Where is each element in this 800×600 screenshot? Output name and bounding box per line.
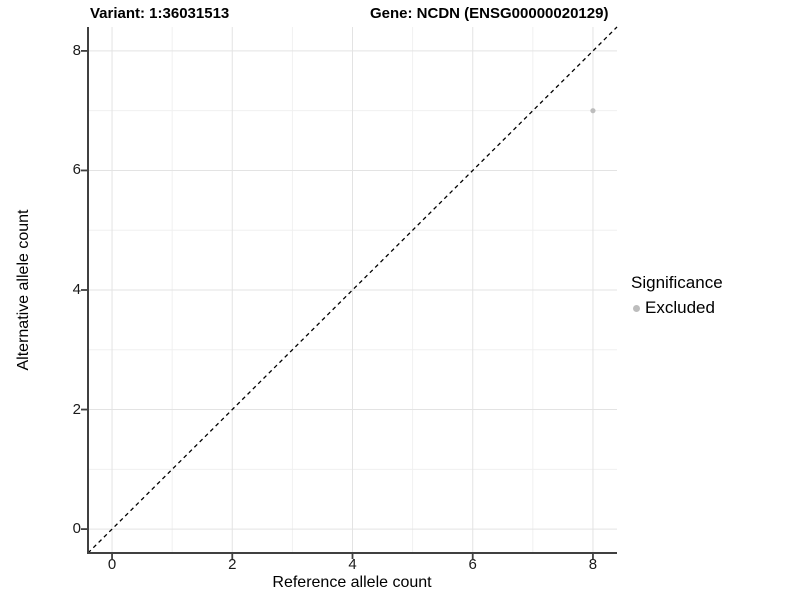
legend-item: Excluded	[631, 298, 723, 318]
y-axis-title: Alternative allele count	[15, 209, 32, 371]
x-tick-label: 8	[588, 556, 598, 573]
x-tick-label: 6	[468, 556, 477, 573]
y-tick-label: 0	[72, 520, 81, 538]
variant-title: Variant: 1:36031513	[90, 5, 230, 22]
x-tick-label: 0	[107, 556, 117, 573]
y-tick-label: 8	[72, 41, 81, 59]
y-tick-label: 2	[72, 400, 81, 418]
data-point	[590, 108, 596, 114]
legend-items: Excluded	[631, 298, 723, 318]
x-axis-title: Reference allele count	[272, 574, 432, 591]
x-tick-label: 4	[348, 556, 357, 573]
gene-title: Gene: NCDN (ENSG00000020129)	[370, 5, 609, 22]
y-tick-label: 6	[72, 161, 81, 179]
legend-item-label: Excluded	[645, 298, 715, 317]
legend: Significance Excluded	[631, 273, 723, 318]
y-tick-label: 4	[72, 281, 81, 298]
legend-point-icon	[633, 304, 640, 312]
legend-title: Significance	[631, 273, 723, 292]
x-tick-label: 2	[228, 556, 237, 573]
